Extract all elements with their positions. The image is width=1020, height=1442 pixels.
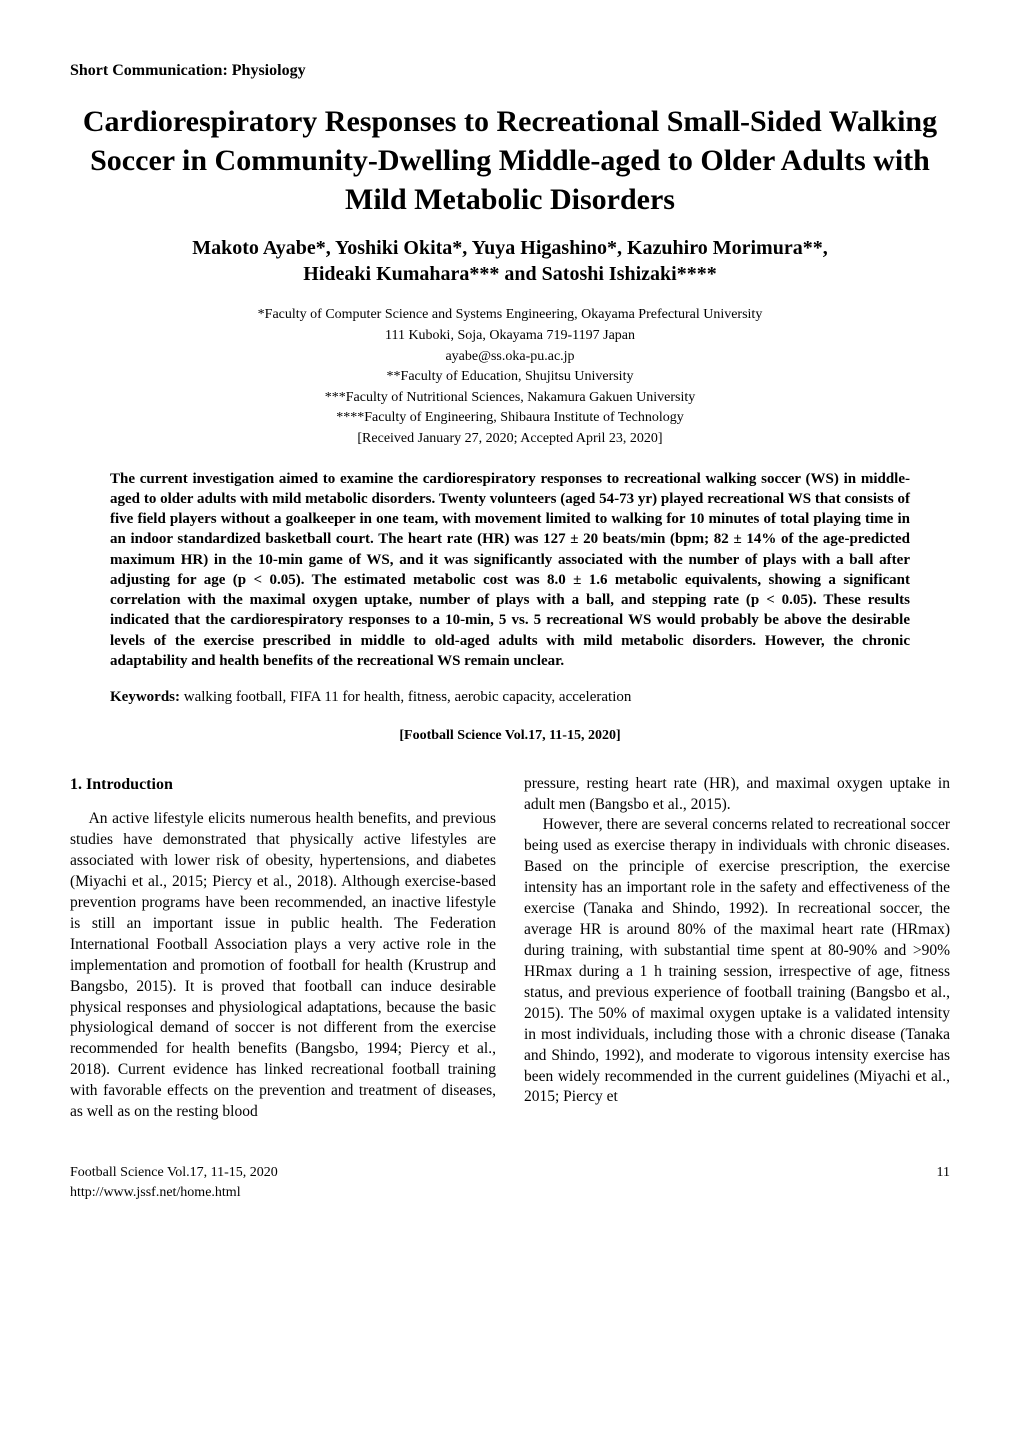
affiliation-email: ayabe@ss.oka-pu.ac.jp (70, 347, 950, 367)
right-column: pressure, resting heart rate (HR), and m… (524, 774, 950, 1123)
affiliation-4: ****Faculty of Engineering, Shibaura Ins… (70, 408, 950, 428)
affiliations: *Faculty of Computer Science and Systems… (70, 305, 950, 448)
footer-url: http://www.jssf.net/home.html (70, 1183, 278, 1203)
received-accepted: [Received January 27, 2020; Accepted Apr… (70, 429, 950, 449)
keywords-label: Keywords: (110, 689, 180, 705)
page-footer: Football Science Vol.17, 11-15, 2020 htt… (70, 1163, 950, 1202)
affiliation-1: *Faculty of Computer Science and Systems… (70, 305, 950, 325)
keywords-line: Keywords: walking football, FIFA 11 for … (110, 687, 910, 708)
affiliation-3: ***Faculty of Nutritional Sciences, Naka… (70, 388, 950, 408)
left-column: 1. Introduction An active lifestyle elic… (70, 774, 496, 1123)
intro-paragraph-2b: However, there are several concerns rela… (524, 815, 950, 1108)
affiliation-address: 111 Kuboki, Soja, Okayama 719-1197 Japan (70, 326, 950, 346)
keywords-text: walking football, FIFA 11 for health, fi… (180, 689, 631, 705)
page-number: 11 (937, 1163, 950, 1202)
citation-line: [Football Science Vol.17, 11-15, 2020] (70, 726, 950, 746)
paper-title: Cardiorespiratory Responses to Recreatio… (70, 102, 950, 219)
introduction-heading: 1. Introduction (70, 774, 496, 796)
authors-line-1: Makoto Ayabe*, Yoshiki Okita*, Yuya Higa… (70, 235, 950, 261)
footer-journal: Football Science Vol.17, 11-15, 2020 (70, 1163, 278, 1183)
section-label: Short Communication: Physiology (70, 60, 950, 82)
authors-line-2: Hideaki Kumahara*** and Satoshi Ishizaki… (70, 261, 950, 287)
footer-left: Football Science Vol.17, 11-15, 2020 htt… (70, 1163, 278, 1202)
body-columns: 1. Introduction An active lifestyle elic… (70, 774, 950, 1123)
intro-paragraph-2a: pressure, resting heart rate (HR), and m… (524, 774, 950, 816)
affiliation-2: **Faculty of Education, Shujitsu Univers… (70, 367, 950, 387)
authors: Makoto Ayabe*, Yoshiki Okita*, Yuya Higa… (70, 235, 950, 287)
abstract: The current investigation aimed to exami… (110, 469, 910, 672)
intro-paragraph-1: An active lifestyle elicits numerous hea… (70, 809, 496, 1123)
